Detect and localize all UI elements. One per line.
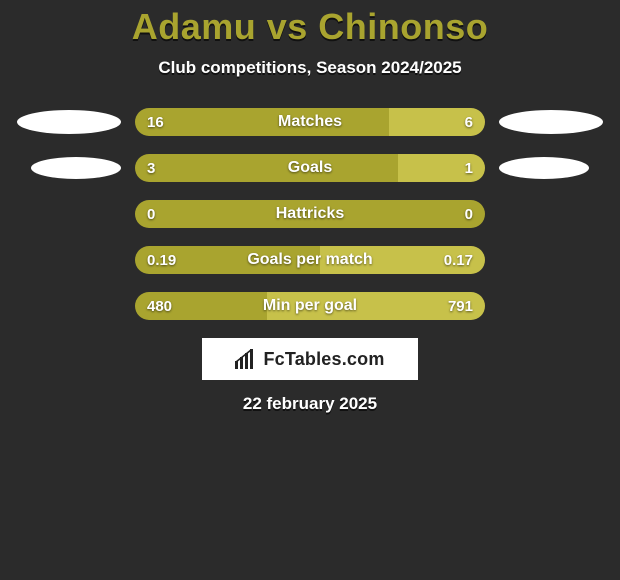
brand-text: FcTables.com: [263, 349, 384, 370]
stat-row: 0.190.17Goals per match: [0, 246, 620, 274]
stat-row: 480791Min per goal: [0, 292, 620, 320]
stat-rows: 166Matches 31Goals 00Hattricks 0.190.17Goal…: [0, 108, 620, 320]
date-text: 22 february 2025: [0, 394, 620, 414]
stat-bar-right-segment: [398, 154, 486, 182]
player-right-ellipse: [499, 157, 589, 179]
player-left-ellipse: [31, 157, 121, 179]
stat-bar: 166Matches: [135, 108, 485, 136]
stat-bar: 31Goals: [135, 154, 485, 182]
page-title: Adamu vs Chinonso: [0, 6, 620, 48]
stat-bar: 480791Min per goal: [135, 292, 485, 320]
player-left-ellipse: [17, 110, 121, 134]
stat-row: 166Matches: [0, 108, 620, 136]
stat-row: 00Hattricks: [0, 200, 620, 228]
stat-bar-right-segment: [389, 108, 485, 136]
subtitle: Club competitions, Season 2024/2025: [0, 58, 620, 78]
stat-bar-right-segment: [320, 246, 485, 274]
stat-bar-left-segment: [135, 292, 267, 320]
stat-bar-left-segment: [135, 108, 389, 136]
stat-bar: 0.190.17Goals per match: [135, 246, 485, 274]
stat-bar: 00Hattricks: [135, 200, 485, 228]
player-right-ellipse: [499, 110, 603, 134]
stat-bar-right-segment: [267, 292, 485, 320]
brand-badge: FcTables.com: [202, 338, 418, 380]
comparison-infographic: Adamu vs Chinonso Club competitions, Sea…: [0, 0, 620, 414]
bar-chart-icon: [235, 349, 257, 369]
stat-bar-left-segment: [135, 200, 485, 228]
stat-bar-left-segment: [135, 154, 398, 182]
stat-bar-left-segment: [135, 246, 320, 274]
stat-row: 31Goals: [0, 154, 620, 182]
